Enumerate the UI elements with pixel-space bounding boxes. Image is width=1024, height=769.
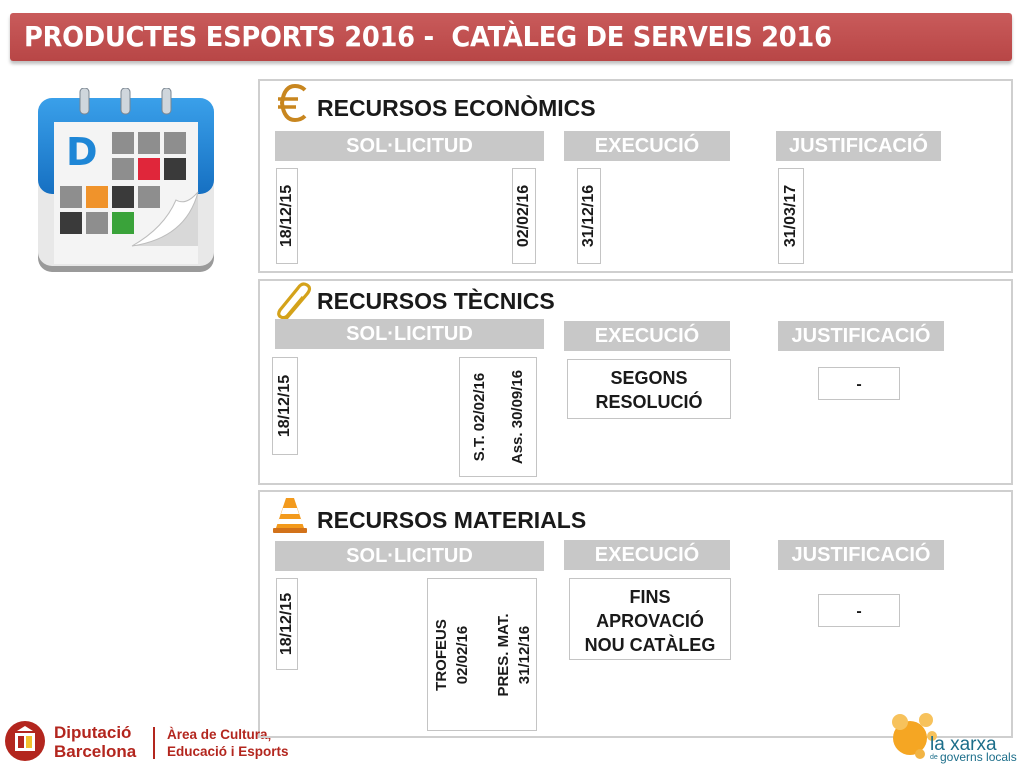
phase-header-sol-licitud: SOL·LICITUD <box>275 131 544 161</box>
phase-header-execucio: EXECUCIÓ <box>564 540 730 570</box>
exec-line: SEGONS <box>610 368 688 388</box>
section-title-technical: RECURSOS TÈCNICS <box>317 288 555 314</box>
date-box-sol-start: 18/12/15 <box>276 168 298 264</box>
date-box-sol-deadlines: TROFEUS 02/02/16 PRES. MAT. 31/12/16 <box>427 578 537 731</box>
diputacio-logo-icon <box>4 720 46 762</box>
date-sol-end: 02/02/16 <box>515 184 532 248</box>
section-title-materials: RECURSOS MATERIALS <box>317 507 587 533</box>
panel-economics <box>258 79 1013 273</box>
deadline-trofeus-date: 02/02/16 <box>454 625 471 684</box>
date-sol-start: 18/12/15 <box>278 184 295 248</box>
exec-line: APROVACIÓ <box>596 611 704 631</box>
deadline-ass: Ass. 30/09/16 <box>509 369 526 465</box>
phase-header-justificacio: JUSTIFICACIÓ <box>776 131 941 161</box>
date-box-sol-start: 18/12/15 <box>276 578 298 670</box>
phase-header-justificacio: JUSTIFICACIÓ <box>778 321 944 351</box>
exec-box: FINS APROVACIÓ NOU CATÀLEG <box>569 578 731 660</box>
exec-line: NOU CATÀLEG <box>584 635 716 655</box>
area-line: Educació i Esports <box>167 744 289 759</box>
deadline-pres-mat: PRES. MAT. <box>495 612 512 697</box>
exec-line: RESOLUCIÓ <box>595 392 703 412</box>
title-banner <box>10 13 1012 61</box>
xarxa-sub-text: governs locals <box>940 750 1017 764</box>
deadline-trofeus: TROFEUS <box>433 618 450 691</box>
footer-divider <box>153 727 155 759</box>
phase-header-execucio: EXECUCIÓ <box>564 321 730 351</box>
just-value: - <box>856 376 862 393</box>
footer-rule <box>258 736 1013 738</box>
area-line: Àrea de Cultura, <box>167 727 272 742</box>
date-box-sol-end: 02/02/16 <box>512 168 536 264</box>
deadline-st: S.T. 02/02/16 <box>471 372 488 462</box>
exec-line: FINS <box>629 587 671 607</box>
date-box-sol-deadlines: S.T. 02/02/16 Ass. 30/09/16 <box>459 357 537 477</box>
just-value: - <box>856 603 862 620</box>
date-box-exec: 31/12/16 <box>577 168 601 264</box>
date-sol-start: 18/12/15 <box>276 374 293 438</box>
phase-header-sol-licitud: SOL·LICITUD <box>275 541 544 571</box>
page-title: PRODUCTES ESPORTS 2016 - CATÀLEG DE SERV… <box>24 20 832 53</box>
date-sol-start: 18/12/15 <box>278 592 295 656</box>
date-just: 31/03/17 <box>782 184 799 248</box>
date-box-just: 31/03/17 <box>778 168 804 264</box>
la-xarxa-logo-icon <box>888 708 944 764</box>
deadline-pres-mat-date: 31/12/16 <box>516 625 533 684</box>
phase-header-justificacio: JUSTIFICACIÓ <box>778 540 944 570</box>
exec-box: SEGONS RESOLUCIÓ <box>567 359 731 419</box>
paperclip-icon <box>273 281 313 322</box>
calendar-letter: D <box>66 130 98 174</box>
date-box-sol-start: 18/12/15 <box>272 357 298 455</box>
traffic-cone-icon <box>273 496 307 534</box>
calendar-icon <box>36 87 216 276</box>
section-title-economics: RECURSOS ECONÒMICS <box>317 95 596 121</box>
xarxa-de-text: de <box>930 754 938 761</box>
just-box: - <box>818 367 900 400</box>
date-exec: 31/12/16 <box>580 184 597 248</box>
barcelona-name: Barcelona <box>54 742 137 761</box>
xarxa-main-text: la xarxa <box>930 734 997 755</box>
diputacio-name: Diputació <box>54 723 132 742</box>
phase-header-sol-licitud: SOL·LICITUD <box>275 319 544 349</box>
just-box: - <box>818 594 900 627</box>
euro-icon <box>276 83 310 123</box>
phase-header-execucio: EXECUCIÓ <box>564 131 730 161</box>
